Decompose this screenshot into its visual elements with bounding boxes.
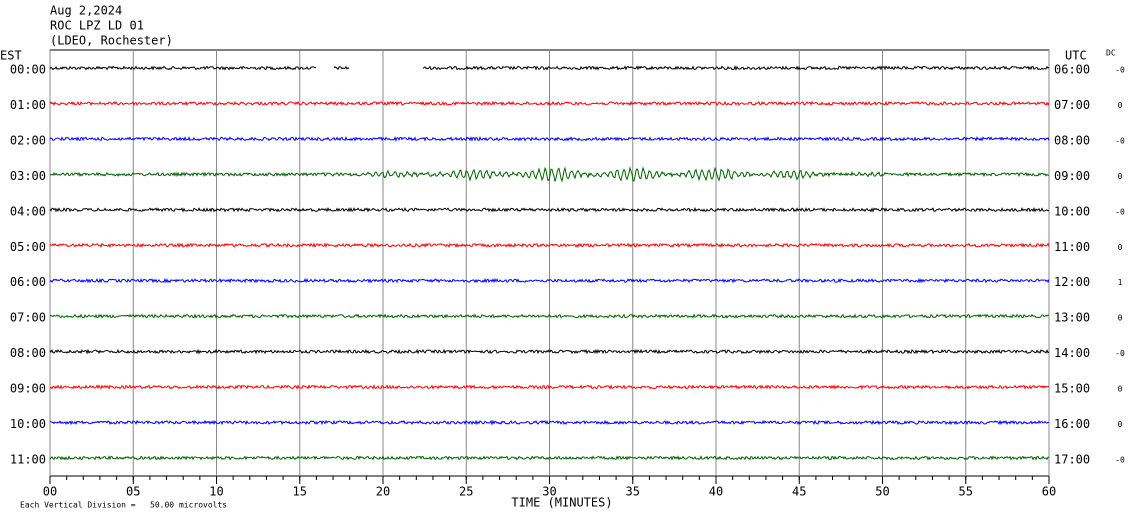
network: (LDEO, Rochester) [50,34,173,48]
est-label: 05:00 [10,240,46,254]
trace [49,419,1050,426]
date: Aug 2,2024 [50,4,122,18]
x-tick-label: 60 [1042,485,1056,499]
est-label: 06:00 [10,275,46,289]
dc-value: -0 [1115,455,1125,464]
trace [49,384,1050,390]
x-tick-label: 35 [626,485,640,499]
x-tick-label: 10 [209,485,223,499]
est-label: 08:00 [10,346,46,360]
trace [49,313,1050,319]
trace [49,206,1050,213]
scale-note: Each Vertical Division = 50.00 microvolt… [20,501,227,510]
est-label: 11:00 [10,452,46,466]
dc-value: 1 [1118,278,1123,287]
dc-value: 0 [1118,101,1123,110]
station: ROC LPZ LD 01 [50,19,144,33]
x-tick-label: 20 [376,485,390,499]
dc-value: 0 [1118,420,1123,429]
dc-value: -0 [1115,207,1125,216]
utc-label: 13:00 [1054,311,1090,325]
x-tick-label: 30 [542,485,556,499]
trace [49,64,1050,71]
x-tick-label: 00 [43,485,57,499]
utc-label: 11:00 [1054,240,1090,254]
utc-label: 07:00 [1054,98,1090,112]
x-tick-label: 55 [959,485,973,499]
trace [49,136,1050,142]
trace [49,277,1050,284]
right-axis-label: UTC [1065,49,1087,63]
x-tick-label: 15 [293,485,307,499]
est-label: 03:00 [10,169,46,183]
utc-label: 12:00 [1054,275,1090,289]
utc-label: 17:00 [1054,452,1090,466]
utc-label: 06:00 [1054,63,1090,77]
est-label: 10:00 [10,417,46,431]
dc-value: -0 [1115,349,1125,358]
trace [49,165,1050,183]
x-tick-label: 05 [126,485,140,499]
x-tick-label: 40 [709,485,723,499]
utc-label: 14:00 [1054,346,1090,360]
est-label: 00:00 [10,63,46,77]
utc-label: 09:00 [1054,169,1090,183]
dc-value: 0 [1118,243,1123,252]
x-tick-label: 25 [459,485,473,499]
utc-label: 16:00 [1054,417,1090,431]
x-axis-label: TIME (MINUTES) [511,496,612,510]
utc-label: 10:00 [1054,204,1090,218]
utc-label: 08:00 [1054,133,1090,147]
dc-value: -0 [1115,66,1125,75]
est-label: 09:00 [10,382,46,396]
trace [49,100,1050,107]
utc-label: 15:00 [1054,382,1090,396]
dc-value: 0 [1118,314,1123,323]
dc-value: -0 [1115,136,1125,145]
trace [49,455,1050,461]
left-axis-label: EST [0,49,22,63]
dc-value: 0 [1118,172,1123,181]
trace [49,242,1050,249]
x-tick-label: 45 [792,485,806,499]
est-label: 07:00 [10,311,46,325]
est-label: 04:00 [10,204,46,218]
dc-label: DC [1106,49,1116,58]
dc-value: 0 [1118,385,1123,394]
trace [49,348,1050,355]
x-tick-label: 50 [875,485,889,499]
est-label: 01:00 [10,98,46,112]
est-label: 02:00 [10,133,46,147]
